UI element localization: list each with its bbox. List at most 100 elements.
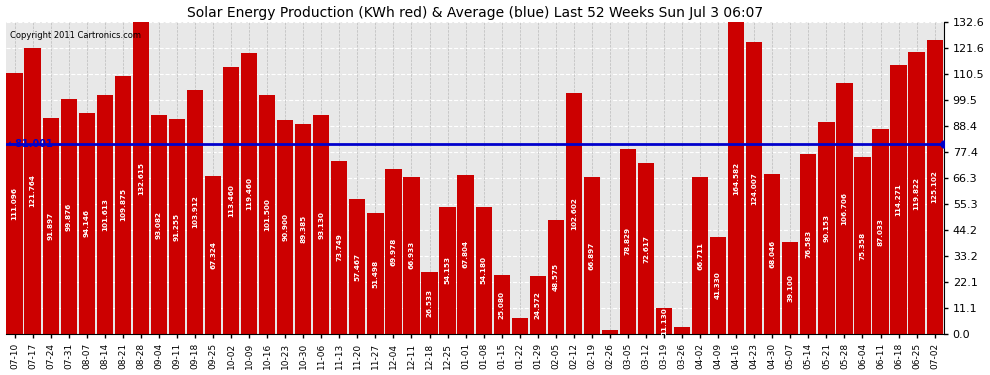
Bar [728, 22, 744, 334]
Bar [241, 53, 257, 334]
Text: 121.764: 121.764 [30, 174, 36, 207]
Text: 109.875: 109.875 [120, 188, 126, 222]
Text: 102.602: 102.602 [571, 197, 577, 230]
Text: 11.130: 11.130 [661, 307, 667, 335]
Text: 24.572: 24.572 [535, 291, 541, 319]
Text: 48.575: 48.575 [552, 263, 558, 291]
Bar [494, 275, 510, 334]
Text: 91.255: 91.255 [174, 213, 180, 241]
Bar [638, 163, 654, 334]
Text: 114.271: 114.271 [896, 183, 902, 216]
Bar [133, 22, 148, 334]
Bar [385, 170, 402, 334]
Bar [25, 48, 41, 334]
Bar [422, 272, 438, 334]
Bar [746, 42, 762, 334]
Bar [512, 318, 528, 334]
Text: 72.617: 72.617 [643, 235, 649, 262]
Text: 119.460: 119.460 [247, 177, 252, 210]
Bar [187, 90, 203, 334]
Bar [602, 330, 618, 334]
Text: 41.330: 41.330 [715, 272, 721, 299]
Bar [819, 122, 835, 334]
Bar [656, 308, 672, 334]
Text: 76.583: 76.583 [805, 230, 812, 258]
Bar [97, 95, 113, 334]
Text: 69.978: 69.978 [390, 238, 396, 266]
Bar [565, 93, 582, 334]
Bar [584, 177, 600, 334]
Text: 125.102: 125.102 [932, 171, 938, 203]
Text: 54.180: 54.180 [480, 256, 487, 284]
Text: 132.615: 132.615 [138, 162, 144, 195]
Bar [403, 177, 420, 334]
Text: 93.082: 93.082 [155, 211, 162, 238]
Text: 101.613: 101.613 [102, 198, 108, 231]
Text: 111.096: 111.096 [12, 187, 18, 220]
Bar [547, 220, 564, 334]
Text: 39.100: 39.100 [787, 274, 793, 302]
Text: 26.533: 26.533 [427, 289, 433, 317]
Bar [800, 154, 817, 334]
Text: 101.500: 101.500 [264, 198, 270, 231]
Bar [909, 52, 925, 334]
Bar [295, 124, 311, 334]
Text: 78.829: 78.829 [625, 227, 631, 255]
Text: 89.385: 89.385 [300, 215, 306, 243]
Bar [7, 73, 23, 334]
Bar [475, 207, 492, 334]
Bar [764, 174, 780, 334]
Bar [837, 83, 852, 334]
Text: 66.711: 66.711 [697, 242, 703, 270]
Bar [277, 120, 293, 334]
Title: Solar Energy Production (KWh red) & Average (blue) Last 52 Weeks Sun Jul 3 06:07: Solar Energy Production (KWh red) & Aver… [186, 6, 762, 20]
Bar [440, 207, 455, 334]
Bar [169, 119, 185, 334]
Bar [890, 65, 907, 334]
Text: 94.146: 94.146 [84, 209, 90, 237]
Bar [782, 242, 799, 334]
Text: 57.467: 57.467 [354, 252, 360, 280]
Text: 103.912: 103.912 [192, 195, 198, 228]
Text: 91.897: 91.897 [48, 212, 53, 240]
Text: 164.582: 164.582 [734, 162, 740, 195]
Bar [530, 276, 545, 334]
Bar [620, 148, 636, 334]
Text: 90.900: 90.900 [282, 213, 288, 241]
Text: ←81.001: ←81.001 [8, 138, 53, 148]
Bar [927, 40, 942, 334]
Text: 124.007: 124.007 [751, 172, 757, 205]
Text: 66.933: 66.933 [409, 242, 415, 270]
Bar [43, 118, 58, 334]
Text: 68.046: 68.046 [769, 240, 775, 268]
Bar [332, 160, 347, 334]
Text: 87.033: 87.033 [877, 218, 883, 246]
Text: 66.897: 66.897 [589, 242, 595, 270]
Bar [674, 327, 690, 334]
Text: 25.080: 25.080 [499, 291, 505, 319]
Bar [457, 175, 473, 334]
Bar [692, 177, 708, 334]
Text: 99.876: 99.876 [65, 202, 71, 231]
Bar [150, 115, 167, 334]
Bar [115, 76, 131, 334]
Text: 75.358: 75.358 [859, 231, 865, 260]
Text: 67.324: 67.324 [210, 241, 216, 269]
Text: 54.153: 54.153 [445, 256, 450, 285]
Text: 113.460: 113.460 [228, 184, 234, 217]
Bar [710, 237, 727, 334]
Text: Copyright 2011 Cartronics.com: Copyright 2011 Cartronics.com [10, 32, 142, 40]
Bar [854, 157, 870, 334]
Text: 73.749: 73.749 [337, 234, 343, 261]
Text: 51.498: 51.498 [372, 260, 378, 288]
Text: 119.822: 119.822 [914, 177, 920, 210]
Bar [367, 213, 383, 334]
Text: 90.153: 90.153 [824, 214, 830, 242]
Text: 67.804: 67.804 [462, 240, 468, 268]
Bar [349, 199, 365, 334]
Bar [78, 112, 95, 334]
Text: 106.706: 106.706 [842, 192, 847, 225]
Bar [60, 99, 77, 334]
Bar [259, 95, 275, 334]
Text: 93.130: 93.130 [318, 211, 325, 238]
